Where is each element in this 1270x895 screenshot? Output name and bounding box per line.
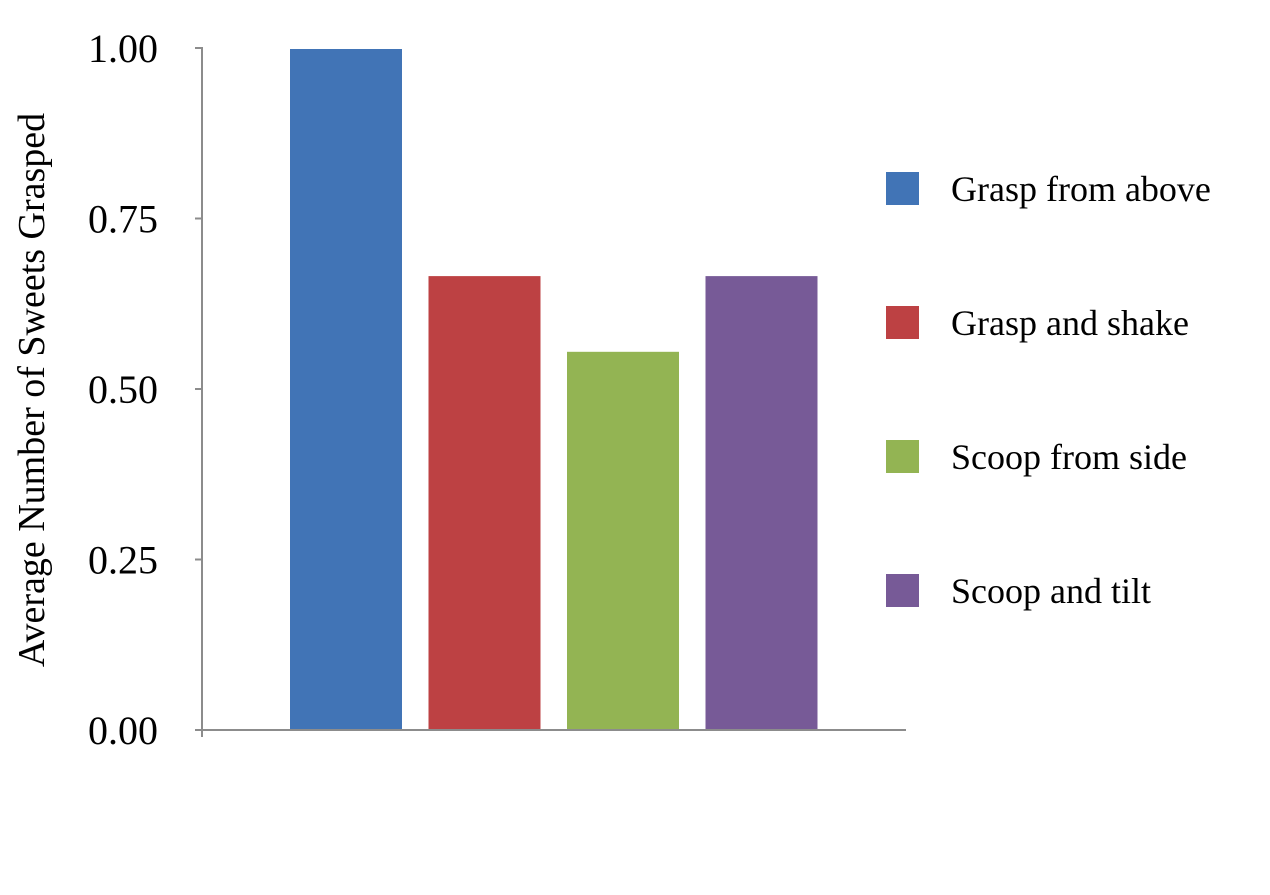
legend-item: Scoop and tilt xyxy=(886,571,1151,611)
bar-scoop-and-tilt xyxy=(703,274,820,731)
y-tick-label: 0.75 xyxy=(88,197,158,242)
y-tick-label: 0.25 xyxy=(88,538,158,583)
bar-grasp-and-shake xyxy=(426,274,543,731)
legend-swatch xyxy=(886,440,919,473)
bars-group xyxy=(288,47,820,731)
legend-label: Grasp from above xyxy=(951,169,1211,209)
legend-swatch xyxy=(886,574,919,607)
legend-item: Grasp from above xyxy=(886,169,1211,209)
legend-label: Grasp and shake xyxy=(951,303,1189,343)
bar-scoop-from-side xyxy=(565,349,681,731)
legend-item: Grasp and shake xyxy=(886,303,1189,343)
y-axis-ticks: 0.00 0.25 0.50 0.75 1.00 xyxy=(88,26,202,753)
legend-label: Scoop and tilt xyxy=(951,571,1151,611)
legend: Grasp from above Grasp and shake Scoop fro… xyxy=(886,169,1211,611)
legend-label: Scoop from side xyxy=(951,437,1187,477)
y-tick-label: 1.00 xyxy=(88,26,158,71)
legend-swatch xyxy=(886,172,919,205)
bar-grasp-from-above xyxy=(288,47,404,731)
y-axis-title: Average Number of Sweets Grasped xyxy=(11,113,53,667)
y-tick-label: 0.00 xyxy=(88,708,158,753)
legend-item: Scoop from side xyxy=(886,437,1187,477)
legend-swatch xyxy=(886,306,919,339)
y-tick-label: 0.50 xyxy=(88,367,158,412)
